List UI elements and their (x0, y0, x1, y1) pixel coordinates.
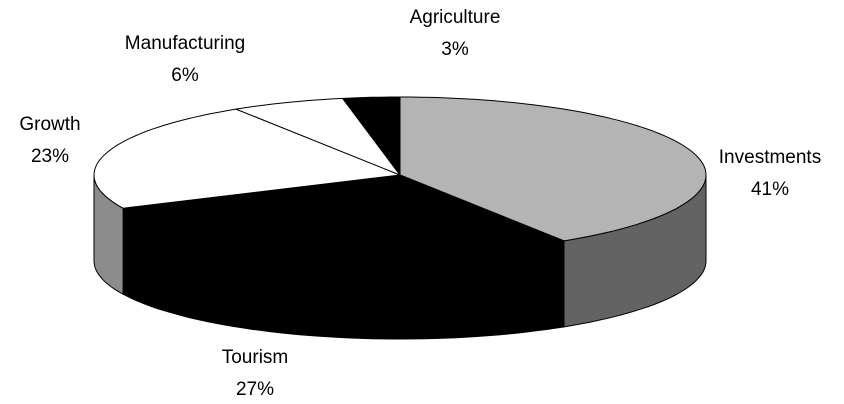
slice-label: Growth (19, 114, 80, 135)
slice-value-label: 23% (31, 146, 69, 167)
slice-label: Investments (719, 147, 821, 168)
slice-value-label: 3% (441, 39, 469, 60)
slice (121, 174, 566, 254)
slice-label: Manufacturing (125, 33, 245, 54)
slice (341, 96, 401, 177)
slice-label: Tourism (222, 347, 289, 368)
slice-label: Agriculture (410, 7, 501, 28)
slice-value-label: 41% (751, 179, 789, 200)
slice-value-label: 6% (171, 65, 199, 86)
slice (234, 97, 402, 177)
slice-value-label: 27% (236, 379, 274, 400)
slice (399, 96, 707, 242)
slice (93, 108, 401, 209)
